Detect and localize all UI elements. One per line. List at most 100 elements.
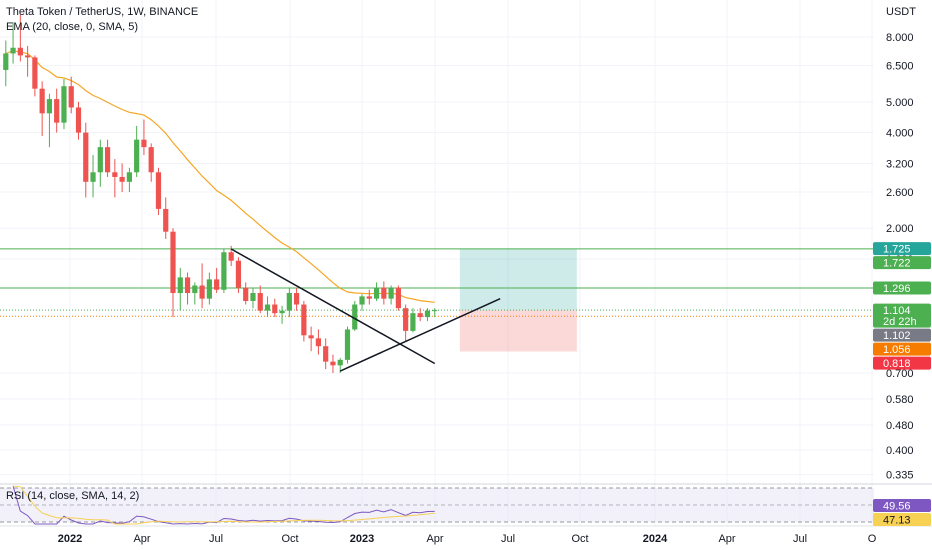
candle-body xyxy=(155,172,162,209)
candle-body xyxy=(54,99,60,123)
candle-body xyxy=(330,361,336,366)
price-axis[interactable]: USDT 8.000 6.500 5.000 4.000 3.200 2.600 2.000… xyxy=(886,6,916,482)
grid xyxy=(0,0,874,526)
candle-body xyxy=(119,176,125,182)
time-tick-label: 2022 xyxy=(58,533,82,545)
price-tick-label: 8.000 xyxy=(886,32,914,44)
profit-zone xyxy=(459,248,577,311)
price-tick-label: 0.400 xyxy=(886,445,914,457)
rsi-ma-polyline xyxy=(13,485,435,525)
candle-body xyxy=(97,147,103,173)
loss-zone xyxy=(459,310,577,352)
candle-body xyxy=(257,293,263,311)
price-badge-label: 1.102 xyxy=(883,330,911,342)
trendlines[interactable] xyxy=(230,248,501,372)
candle-body xyxy=(141,139,147,148)
candle-body xyxy=(235,260,242,288)
time-tick-label: Apr xyxy=(426,533,443,545)
candle-body xyxy=(366,296,372,299)
candle-body xyxy=(359,296,365,305)
price-badge-label: 1.104 xyxy=(883,305,911,317)
time-tick-label: Apr xyxy=(718,533,735,545)
candle-body xyxy=(177,277,183,294)
ema-legend: EMA (20, close, 0, SMA, 5) xyxy=(6,21,139,33)
candle-body xyxy=(206,279,212,299)
price-tick-label: 3.200 xyxy=(886,158,914,170)
candle-body xyxy=(417,313,423,318)
candle-body xyxy=(352,304,358,330)
countdown-label: 2d 22h xyxy=(883,316,917,328)
long-position-tool[interactable] xyxy=(459,248,577,352)
candle-body xyxy=(192,285,198,294)
candle-body xyxy=(104,147,111,173)
candle-body xyxy=(61,86,67,123)
candle-body xyxy=(163,208,169,232)
candle-body xyxy=(272,304,278,314)
price-tick-label: 4.000 xyxy=(886,128,914,140)
candle-body xyxy=(25,55,31,58)
candle-body xyxy=(286,293,292,311)
rsi-badge xyxy=(873,499,931,512)
candle-body xyxy=(126,172,132,182)
candle-body xyxy=(432,310,438,312)
candle-body xyxy=(279,310,285,314)
candle-body xyxy=(315,338,322,347)
candle-body xyxy=(3,53,9,70)
rsi-ma-badge-label: 47.13 xyxy=(883,515,911,527)
candle-body xyxy=(184,277,191,294)
time-tick-label: 2023 xyxy=(350,533,374,545)
candle-body xyxy=(308,335,314,339)
candle-body xyxy=(344,329,351,360)
price-tick-label: 0.335 xyxy=(886,470,914,482)
time-tick-label: Oct xyxy=(571,533,588,545)
price-badge-label: 1.722 xyxy=(883,258,911,270)
time-tick-label: Oct xyxy=(281,533,298,545)
candle-body xyxy=(228,252,234,261)
price-badge xyxy=(873,328,931,342)
chart-title: Theta Token / TetherUS, 1W, BINANCE xyxy=(6,6,199,18)
rsi-ma-badge xyxy=(873,513,931,526)
candle-body xyxy=(221,252,227,290)
candle-body xyxy=(337,359,343,366)
price-badge xyxy=(873,256,931,270)
time-tick-label: Apr xyxy=(133,533,150,545)
candle-body xyxy=(250,293,256,301)
candle-body xyxy=(112,172,118,177)
price-badge xyxy=(873,342,931,356)
price-tick-label: 0.480 xyxy=(886,420,914,432)
candles xyxy=(3,14,438,373)
ema-line xyxy=(5,49,435,303)
candle-body xyxy=(381,287,387,299)
candle-body xyxy=(10,47,16,54)
price-tick-label: 2.600 xyxy=(886,187,914,199)
time-tick-label: Jul xyxy=(793,533,807,545)
candle-body xyxy=(395,287,401,309)
candle-body xyxy=(46,99,53,114)
candle-body xyxy=(424,310,431,318)
time-axis[interactable]: 2022 Apr Jul Oct 2023 Apr Jul Oct 2024 Apr Jul O xyxy=(58,533,877,545)
price-tick-label: 0.700 xyxy=(886,368,914,380)
horizontal-lines[interactable] xyxy=(0,248,874,317)
candle-body xyxy=(199,285,205,299)
candle-body xyxy=(90,172,96,182)
price-badge xyxy=(873,356,931,370)
trendline xyxy=(339,297,501,372)
candle-body xyxy=(214,279,220,290)
candle-body xyxy=(323,346,329,362)
rsi-badge-label: 49.56 xyxy=(883,501,911,513)
price-badge xyxy=(873,303,931,328)
candle-body xyxy=(32,57,38,89)
rsi-polyline xyxy=(12,485,435,525)
candle-body xyxy=(148,147,154,173)
candle-body xyxy=(294,293,300,305)
price-tick-label: 2.000 xyxy=(886,223,914,235)
price-badge-label: 1.296 xyxy=(883,283,911,295)
price-tick-label: 6.500 xyxy=(886,61,914,73)
candle-body xyxy=(83,132,89,182)
candle-body xyxy=(373,287,380,299)
candle-body xyxy=(17,47,23,56)
candle-body xyxy=(39,88,45,114)
candle-body xyxy=(170,231,176,294)
